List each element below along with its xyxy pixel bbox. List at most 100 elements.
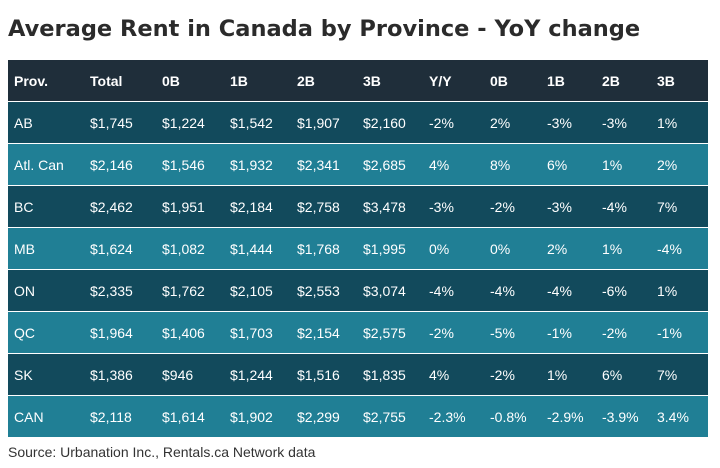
cell-yoy-one-bed: -1%	[547, 324, 572, 341]
cell-province: MB	[14, 240, 35, 257]
cell-one-bed: $1,542	[230, 114, 273, 131]
cell-one-bed: $1,703	[230, 324, 273, 341]
cell-yoy-three-bed: 3.4%	[657, 408, 689, 425]
cell-total: $1,745	[90, 114, 133, 131]
cell-yoy-total: -2.3%	[429, 408, 466, 425]
cell-yoy-two-bed: 1%	[602, 156, 623, 173]
cell-two-bed: $2,299	[297, 408, 340, 425]
cell-two-bed: $2,341	[297, 156, 340, 173]
cell-two-bed: $2,758	[297, 198, 340, 215]
cell-yoy-total: 0%	[429, 240, 450, 257]
cell-total: $2,118	[90, 408, 132, 425]
cell-total: $2,335	[90, 282, 133, 299]
cell-yoy-total: 4%	[429, 366, 450, 383]
cell-yoy-studio: -0.8%	[490, 408, 527, 425]
cell-studio: $1,082	[162, 240, 205, 257]
column-header-three-bed: 3B	[363, 72, 381, 89]
cell-one-bed: $1,902	[230, 408, 273, 425]
cell-three-bed: $2,575	[363, 324, 406, 341]
cell-yoy-three-bed: -4%	[657, 240, 682, 257]
column-header-yoy-studio: 0B	[490, 72, 508, 89]
cell-yoy-two-bed: -4%	[602, 198, 627, 215]
cell-yoy-total: -3%	[429, 198, 454, 215]
cell-province: BC	[14, 198, 34, 215]
cell-province: Atl. Can	[14, 156, 64, 173]
cell-yoy-studio: 0%	[490, 240, 511, 257]
cell-total: $1,624	[90, 240, 133, 257]
cell-studio: $1,762	[162, 282, 205, 299]
cell-yoy-studio: 8%	[490, 156, 511, 173]
cell-yoy-three-bed: 7%	[657, 198, 678, 215]
cell-yoy-two-bed: -2%	[602, 324, 627, 341]
cell-studio: $1,546	[162, 156, 205, 173]
cell-yoy-one-bed: -2.9%	[547, 408, 584, 425]
cell-one-bed: $1,244	[230, 366, 273, 383]
cell-total: $1,386	[90, 366, 133, 383]
cell-province: CAN	[14, 408, 44, 425]
cell-yoy-studio: -5%	[490, 324, 515, 341]
cell-studio: $1,406	[162, 324, 205, 341]
cell-yoy-total: -4%	[429, 282, 454, 299]
cell-total: $1,964	[90, 324, 133, 341]
cell-yoy-studio: 2%	[490, 114, 511, 131]
source-note: Source: Urbanation Inc., Rentals.ca Netw…	[8, 444, 316, 460]
column-header-two-bed: 2B	[297, 72, 315, 89]
cell-two-bed: $2,154	[297, 324, 340, 341]
cell-yoy-one-bed: 6%	[547, 156, 568, 173]
chart-title: Average Rent in Canada by Province - YoY…	[8, 16, 641, 42]
cell-three-bed: $2,160	[363, 114, 406, 131]
column-header-total: Total	[90, 72, 123, 89]
table-row: ON $2,335 $1,762 $2,105 $2,553 $3,074 -4% -4% -4…	[8, 270, 708, 312]
cell-yoy-total: -2%	[429, 324, 454, 341]
column-header-studio: 0B	[162, 72, 180, 89]
cell-three-bed: $2,685	[363, 156, 406, 173]
cell-yoy-two-bed: 1%	[602, 240, 623, 257]
cell-yoy-total: 4%	[429, 156, 450, 173]
cell-total: $2,146	[90, 156, 133, 173]
cell-yoy-studio: -2%	[490, 366, 515, 383]
cell-three-bed: $1,835	[363, 366, 406, 383]
cell-yoy-three-bed: -1%	[657, 324, 682, 341]
cell-three-bed: $2,755	[363, 408, 406, 425]
cell-yoy-three-bed: 2%	[657, 156, 678, 173]
table-row: MB $1,624 $1,082 $1,444 $1,768 $1,995 0% 0% 2% 1%…	[8, 228, 708, 270]
cell-studio: $1,614	[162, 408, 205, 425]
cell-three-bed: $3,074	[363, 282, 406, 299]
cell-yoy-one-bed: -3%	[547, 198, 572, 215]
cell-one-bed: $1,932	[230, 156, 273, 173]
cell-province: AB	[14, 114, 33, 131]
cell-three-bed: $1,995	[363, 240, 406, 257]
column-header-province: Prov.	[14, 72, 48, 89]
cell-yoy-total: -2%	[429, 114, 454, 131]
cell-two-bed: $1,907	[297, 114, 340, 131]
table-header-row: Prov. Total 0B 1B 2B 3B Y/Y 0B 1B 2B 3B	[8, 60, 708, 102]
table-row: AB $1,745 $1,224 $1,542 $1,907 $2,160 -2% 2% -3%…	[8, 102, 708, 144]
table-row: Atl. Can $2,146 $1,546 $1,932 $2,341 $2,685 4%…	[8, 144, 708, 186]
cell-yoy-one-bed: -4%	[547, 282, 572, 299]
table-row: CAN $2,118 $1,614 $1,902 $2,299 $2,755 -2.3% -0…	[8, 396, 708, 438]
column-header-yoy-three-bed: 3B	[657, 72, 675, 89]
table-row: BC $2,462 $1,951 $2,184 $2,758 $3,478 -3% -2% -3…	[8, 186, 708, 228]
cell-two-bed: $1,516	[297, 366, 340, 383]
cell-two-bed: $1,768	[297, 240, 340, 257]
column-header-yoy-total: Y/Y	[429, 72, 452, 89]
column-header-yoy-one-bed: 1B	[547, 72, 565, 89]
cell-yoy-studio: -4%	[490, 282, 515, 299]
cell-yoy-three-bed: 1%	[657, 282, 678, 299]
cell-yoy-three-bed: 7%	[657, 366, 678, 383]
cell-yoy-two-bed: 6%	[602, 366, 623, 383]
cell-one-bed: $2,184	[230, 198, 273, 215]
cell-province: QC	[14, 324, 35, 341]
cell-yoy-one-bed: 2%	[547, 240, 568, 257]
column-header-one-bed: 1B	[230, 72, 248, 89]
cell-yoy-two-bed: -6%	[602, 282, 627, 299]
cell-province: ON	[14, 282, 35, 299]
cell-yoy-studio: -2%	[490, 198, 515, 215]
cell-yoy-one-bed: 1%	[547, 366, 568, 383]
cell-studio: $1,224	[162, 114, 205, 131]
cell-total: $2,462	[90, 198, 133, 215]
cell-studio: $1,951	[162, 198, 205, 215]
cell-studio: $946	[162, 366, 194, 383]
cell-two-bed: $2,553	[297, 282, 340, 299]
cell-yoy-three-bed: 1%	[657, 114, 678, 131]
